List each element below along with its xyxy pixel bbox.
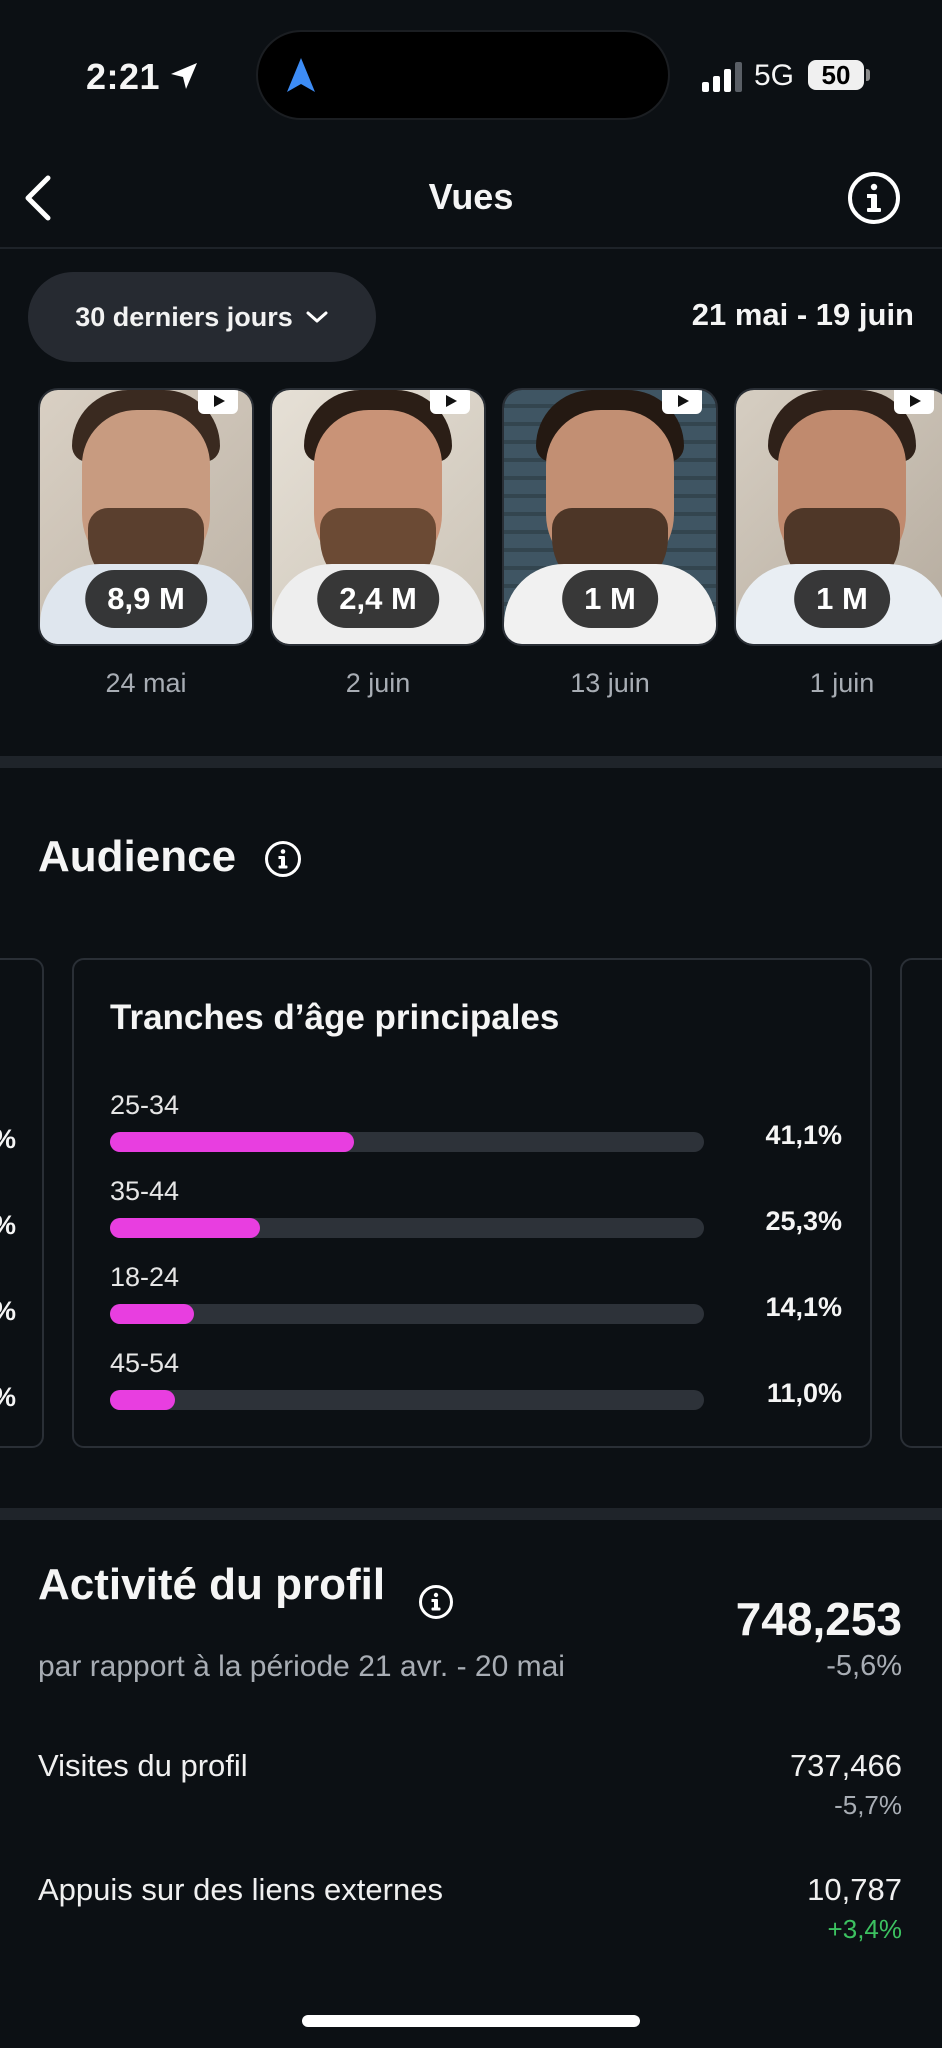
activity-comparison-period: par rapport à la période 21 avr. - 20 ma… bbox=[38, 1650, 565, 1683]
metric-change: -5,7% bbox=[834, 1790, 902, 1820]
metric-label: Visites du profil bbox=[38, 1748, 248, 1783]
reel-date: 24 mai bbox=[105, 668, 187, 698]
metric-label: Appuis sur des liens externes bbox=[38, 1872, 443, 1907]
top-reels-carousel[interactable]: 8,9 M 24 mai 2,4 M 2 juin 1 M 13 juin 1 … bbox=[0, 388, 942, 708]
age-percent: 41,1% bbox=[765, 1120, 842, 1150]
reel-date: 1 juin bbox=[809, 668, 875, 698]
reel-views-badge: 1 M bbox=[794, 570, 890, 628]
stub-percent: % bbox=[0, 1296, 16, 1327]
reel-views-badge: 8,9 M bbox=[85, 570, 207, 628]
home-indicator[interactable] bbox=[302, 2015, 640, 2027]
stub-percent: % bbox=[0, 1210, 16, 1241]
age-row: 18-24 14,1% bbox=[110, 1262, 842, 1342]
section-divider bbox=[0, 1508, 942, 1520]
age-label: 35-44 bbox=[110, 1176, 180, 1206]
age-bar-track bbox=[110, 1390, 704, 1410]
reel-views-badge: 2,4 M bbox=[317, 570, 439, 628]
back-chevron-icon[interactable] bbox=[18, 172, 58, 224]
activity-total-change: -5,6% bbox=[826, 1650, 902, 1682]
reel-views-badge: 1 M bbox=[562, 570, 658, 628]
age-row: 45-54 11,0% bbox=[110, 1348, 842, 1428]
network-type: 5G bbox=[754, 59, 795, 92]
reel-play-icon bbox=[430, 390, 470, 414]
card-title: Tranches d’âge principales bbox=[110, 998, 560, 1037]
date-range: 21 mai - 19 juin bbox=[691, 297, 914, 332]
reel-play-icon bbox=[198, 390, 238, 414]
age-label: 45-54 bbox=[110, 1348, 180, 1378]
metric-value: 10,787 bbox=[807, 1872, 902, 1907]
reel-thumbnail[interactable]: 1 M bbox=[502, 388, 718, 646]
previous-audience-card[interactable] bbox=[0, 958, 44, 1448]
reel-thumbnail[interactable]: 1 M bbox=[734, 388, 942, 646]
signal-icon bbox=[702, 62, 742, 92]
info-icon[interactable] bbox=[846, 170, 902, 226]
age-bar-fill bbox=[110, 1304, 194, 1324]
navigation-icon bbox=[287, 58, 315, 92]
battery-icon: 50 bbox=[808, 60, 864, 90]
stub-percent: % bbox=[0, 1124, 16, 1155]
location-arrow-icon bbox=[171, 63, 197, 89]
page-title: Vues bbox=[428, 176, 514, 217]
age-bar-fill bbox=[110, 1132, 355, 1152]
age-ranges-card[interactable]: Tranches d’âge principales 25-34 41,1% 3… bbox=[72, 958, 872, 1448]
age-bar-track bbox=[110, 1132, 704, 1152]
metric-value: 737,466 bbox=[789, 1748, 902, 1783]
reel-thumbnail[interactable]: 2,4 M bbox=[270, 388, 486, 646]
age-percent: 14,1% bbox=[765, 1292, 842, 1322]
dynamic-island bbox=[256, 30, 670, 120]
age-row: 35-44 25,3% bbox=[110, 1176, 842, 1256]
age-percent: 11,0% bbox=[766, 1378, 842, 1408]
age-label: 18-24 bbox=[110, 1262, 180, 1292]
chevron-down-icon bbox=[306, 311, 328, 323]
reel-thumbnail[interactable]: 8,9 M bbox=[38, 388, 254, 646]
age-bar-fill bbox=[110, 1390, 176, 1410]
metric-change: +3,4% bbox=[827, 1914, 902, 1944]
reel-date: 13 juin bbox=[570, 668, 650, 698]
info-icon[interactable] bbox=[264, 840, 302, 878]
activity-title: Activité du profil bbox=[38, 1560, 386, 1609]
battery-tip bbox=[866, 69, 870, 81]
reel-date: 2 juin bbox=[345, 668, 411, 698]
age-percent: 25,3% bbox=[765, 1206, 842, 1236]
section-divider bbox=[0, 756, 942, 768]
next-audience-card[interactable] bbox=[900, 958, 942, 1448]
age-row: 25-34 41,1% bbox=[110, 1090, 842, 1170]
header-divider bbox=[0, 247, 942, 249]
period-dropdown[interactable]: 30 derniers jours bbox=[28, 272, 376, 362]
age-bar-fill bbox=[110, 1218, 261, 1238]
stub-percent: % bbox=[0, 1382, 16, 1413]
age-bar-track bbox=[110, 1304, 704, 1324]
status-time: 2:21 bbox=[86, 56, 161, 97]
reel-play-icon bbox=[894, 390, 934, 414]
audience-title: Audience bbox=[38, 832, 237, 881]
age-bar-track bbox=[110, 1218, 704, 1238]
period-label: 30 derniers jours bbox=[75, 301, 293, 332]
info-icon[interactable] bbox=[418, 1584, 454, 1620]
reel-play-icon bbox=[662, 390, 702, 414]
age-label: 25-34 bbox=[110, 1090, 180, 1120]
activity-total: 748,253 bbox=[735, 1593, 902, 1645]
